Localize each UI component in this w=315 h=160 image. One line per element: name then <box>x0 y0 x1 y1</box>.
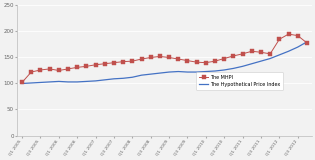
The MHPI <box>167 56 171 58</box>
The MHPI <box>140 58 143 60</box>
The MHPI <box>75 66 79 68</box>
The Hypothetical Price Index <box>241 65 244 67</box>
The Hypothetical Price Index <box>287 50 290 52</box>
The Hypothetical Price Index <box>66 81 70 83</box>
The Hypothetical Price Index <box>130 76 134 78</box>
The MHPI <box>305 42 309 44</box>
The MHPI <box>38 69 42 71</box>
The Hypothetical Price Index <box>176 71 180 72</box>
The MHPI <box>176 58 180 60</box>
The MHPI <box>130 60 134 62</box>
The Hypothetical Price Index <box>195 71 198 73</box>
The MHPI <box>250 50 254 52</box>
The Hypothetical Price Index <box>103 79 107 81</box>
The MHPI <box>149 56 152 58</box>
The Hypothetical Price Index <box>250 63 254 65</box>
The Hypothetical Price Index <box>232 68 235 69</box>
The Hypothetical Price Index <box>158 72 162 74</box>
The Hypothetical Price Index <box>296 46 300 48</box>
The Hypothetical Price Index <box>278 54 281 56</box>
The MHPI <box>57 70 61 72</box>
The MHPI <box>29 71 33 73</box>
The Hypothetical Price Index <box>259 60 263 62</box>
The MHPI <box>103 63 107 65</box>
The Hypothetical Price Index <box>213 70 217 72</box>
The Hypothetical Price Index <box>140 74 143 76</box>
The Hypothetical Price Index <box>149 73 152 75</box>
The MHPI <box>94 64 97 66</box>
The Hypothetical Price Index <box>57 80 61 82</box>
The MHPI <box>158 56 162 57</box>
The Hypothetical Price Index <box>186 71 189 73</box>
The MHPI <box>268 53 272 55</box>
The MHPI <box>204 62 208 64</box>
Line: The Hypothetical Price Index: The Hypothetical Price Index <box>22 42 307 84</box>
The MHPI <box>232 55 235 57</box>
The MHPI <box>186 60 189 62</box>
The Hypothetical Price Index <box>222 69 226 71</box>
The MHPI <box>195 61 198 63</box>
The Hypothetical Price Index <box>167 71 171 73</box>
The Hypothetical Price Index <box>75 81 79 83</box>
The MHPI <box>20 81 24 83</box>
The MHPI <box>48 68 51 70</box>
The Hypothetical Price Index <box>20 83 24 84</box>
The Hypothetical Price Index <box>121 77 125 79</box>
The Hypothetical Price Index <box>38 81 42 83</box>
The Hypothetical Price Index <box>112 78 116 80</box>
The Hypothetical Price Index <box>268 58 272 60</box>
The MHPI <box>241 53 244 55</box>
The MHPI <box>84 65 88 67</box>
The MHPI <box>259 51 263 53</box>
The Hypothetical Price Index <box>94 80 97 82</box>
The Hypothetical Price Index <box>29 82 33 84</box>
The MHPI <box>213 60 217 62</box>
The MHPI <box>112 62 116 64</box>
The MHPI <box>222 58 226 60</box>
The Hypothetical Price Index <box>48 81 51 83</box>
The Hypothetical Price Index <box>204 71 208 72</box>
The MHPI <box>296 35 300 37</box>
The MHPI <box>66 68 70 70</box>
The MHPI <box>278 38 281 40</box>
The MHPI <box>121 61 125 63</box>
Legend: The MHPI, The Hypothetical Price Index: The MHPI, The Hypothetical Price Index <box>196 72 283 90</box>
Line: The MHPI: The MHPI <box>20 32 308 84</box>
The Hypothetical Price Index <box>305 41 309 43</box>
The Hypothetical Price Index <box>84 80 88 82</box>
The MHPI <box>287 33 290 35</box>
